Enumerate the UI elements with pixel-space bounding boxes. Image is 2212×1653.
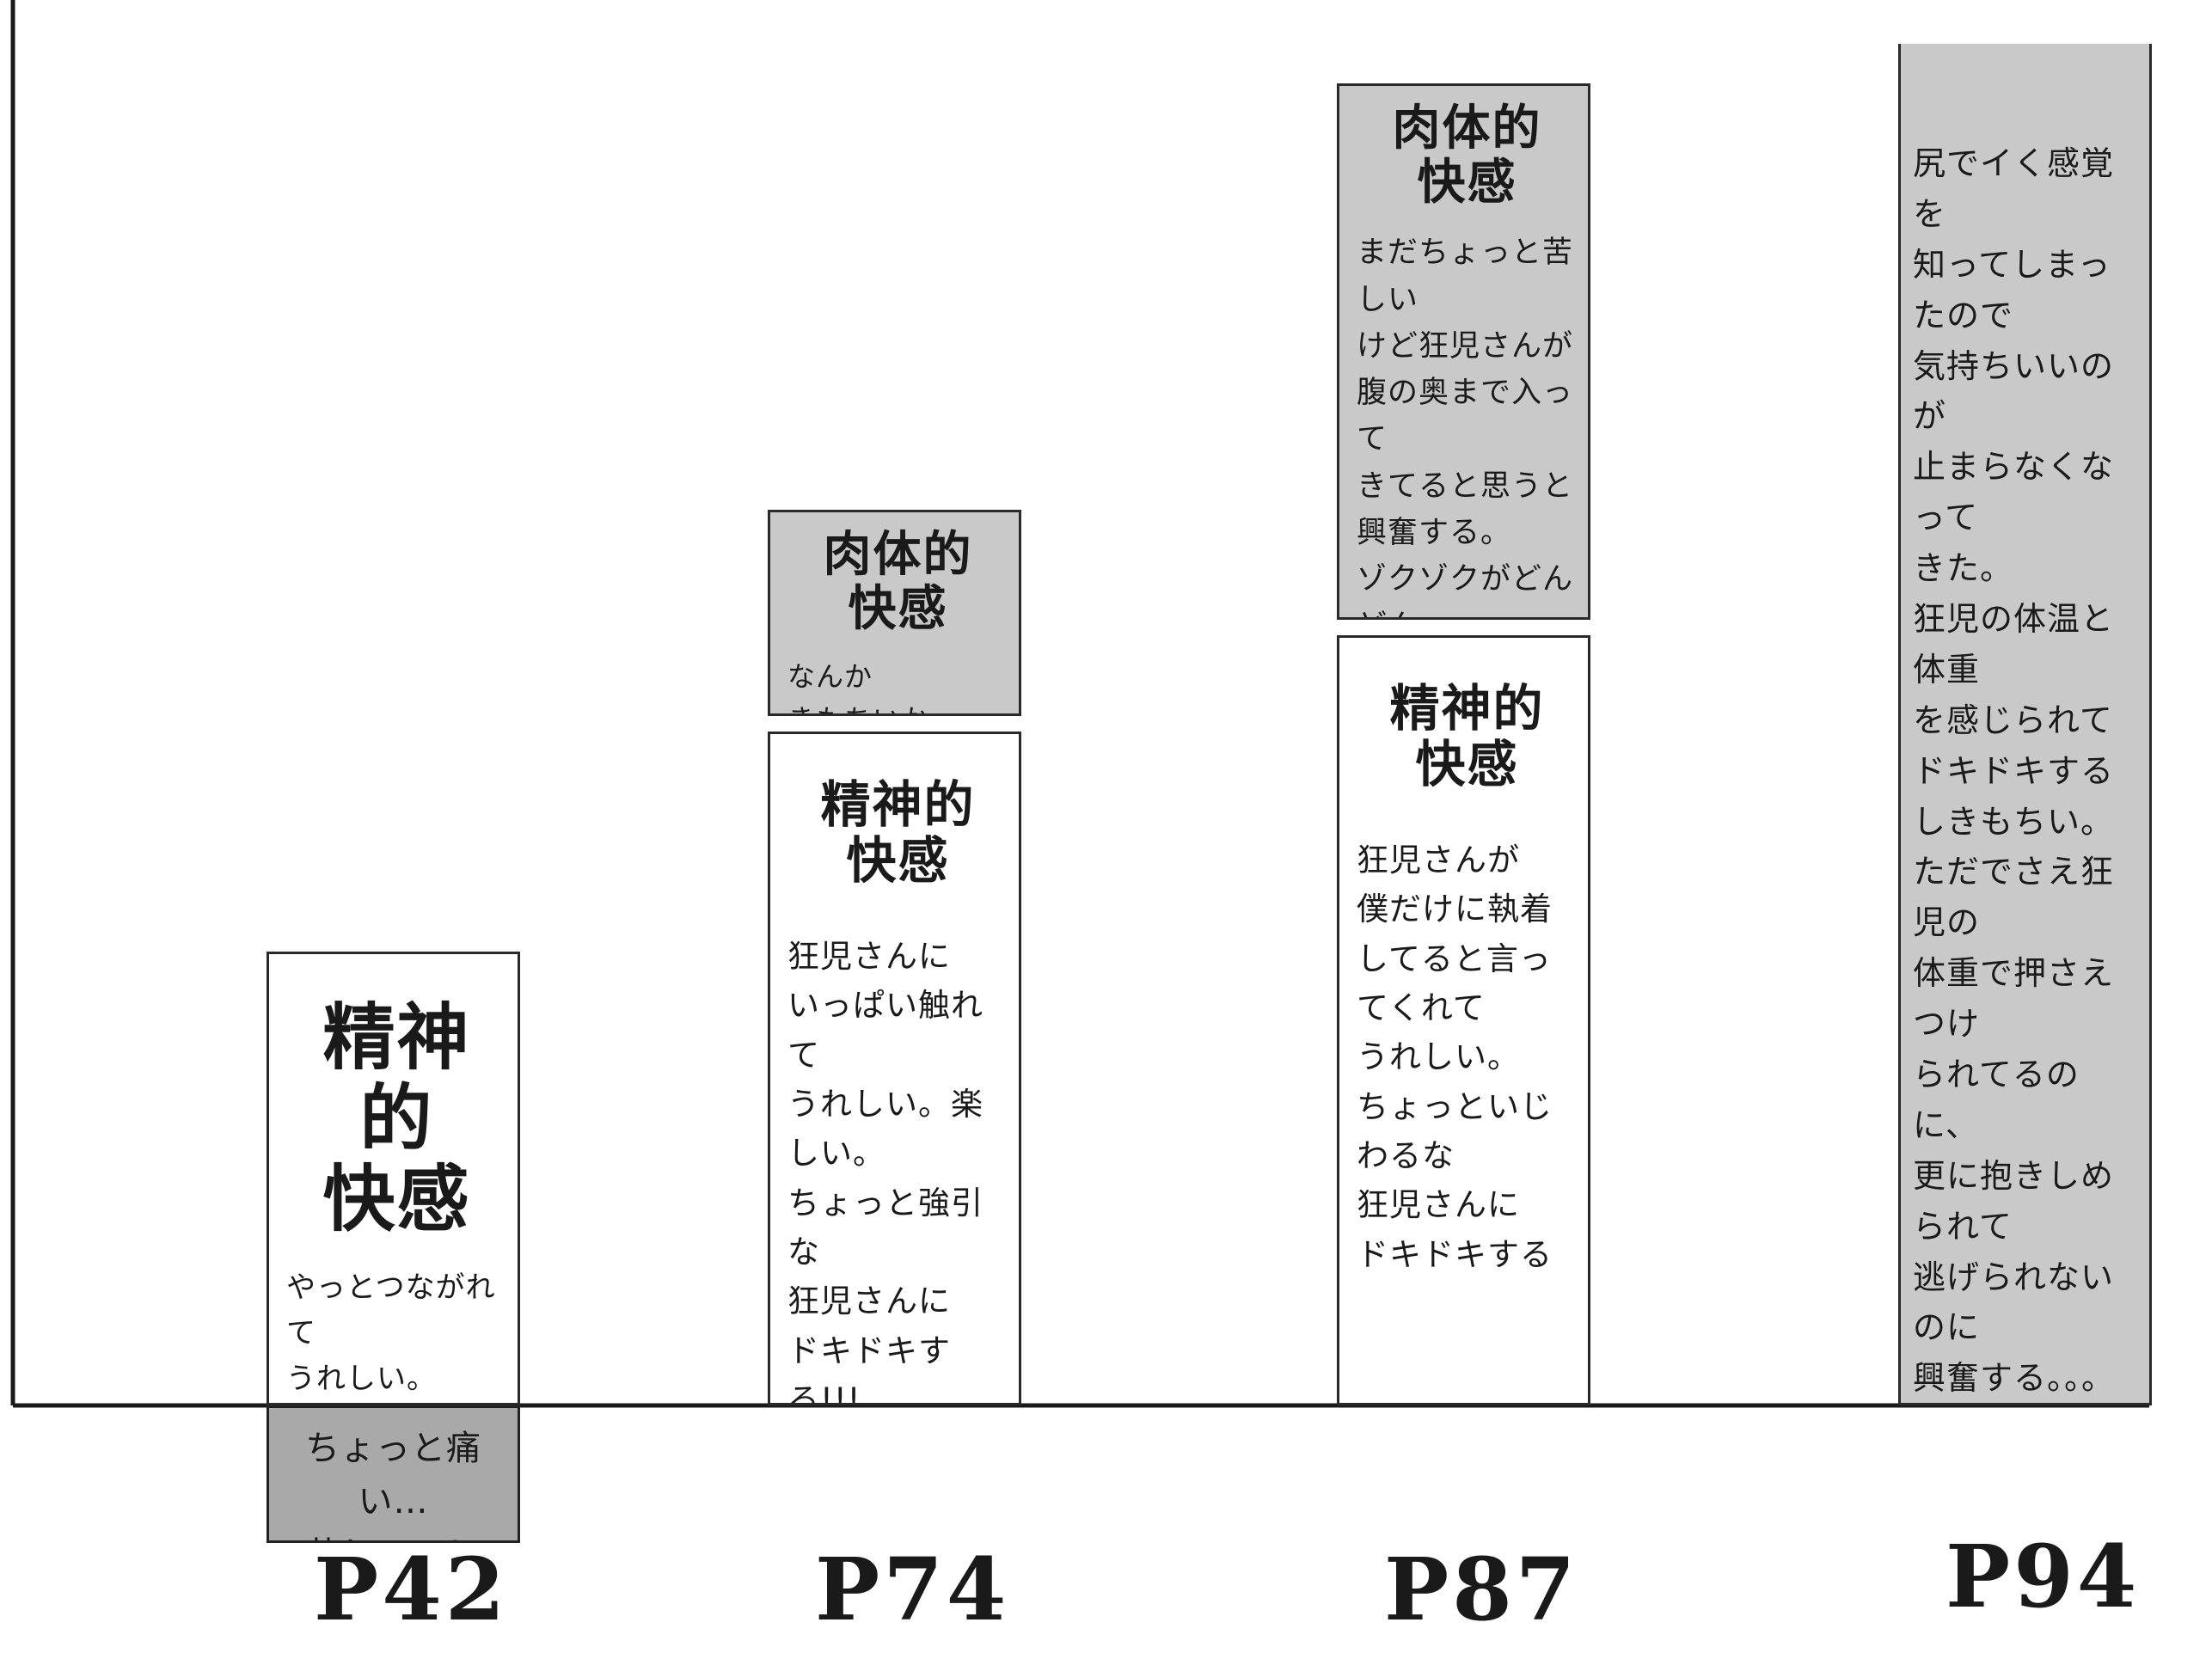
x-tick-label-P74: P74 bbox=[815, 1539, 1010, 1640]
bar-mental-P87: 精神的 快感狂児さんが 僕だけに執着 してると言ってくれて うれしい。 ちょっと… bbox=[1337, 635, 1590, 1405]
bar-physical-title: 肉体的 快感 bbox=[823, 526, 973, 637]
bar-mental-text: 狂児さんに いっぱい触れて うれしい。楽しい。 ちょっと強引な 狂児さんに ドキ… bbox=[787, 937, 983, 1405]
bar-physical-P87: 肉体的 快感まだちょっと苦しい けど狂児さんが 腹の奥まで入って きてると思うと… bbox=[1337, 83, 1590, 620]
x-tick-label-P94: P94 bbox=[1945, 1526, 2141, 1627]
bar-mental-title: 精神的 快感 bbox=[322, 995, 471, 1242]
x-tick-label-P87: P87 bbox=[1384, 1539, 1579, 1640]
bar-physical-title: 肉体的 快感 bbox=[1392, 100, 1542, 211]
bar-physical-text: まだちょっと苦しい けど狂児さんが 腹の奥まで入って きてると思うと 興奮する。… bbox=[1357, 236, 1574, 617]
bar-physical-text: なんか きもちいかも…？ bbox=[787, 660, 928, 713]
bar-negative-text: ちょっと痛い… 苦しい…？ bbox=[305, 1429, 481, 1540]
bar-physical-text: 尻でイく感覚を 知ってしまったので 気持ちいいのが 止まらなくなって きた。 狂… bbox=[1913, 144, 2116, 1398]
bar-mental-title: 精神的 快感 bbox=[820, 775, 976, 890]
bar-mental-P74: 精神的 快感狂児さんに いっぱい触れて うれしい。楽しい。 ちょっと強引な 狂児… bbox=[768, 732, 1021, 1405]
bar-negative-P42: ちょっと痛い… 苦しい…？ bbox=[267, 1405, 520, 1543]
x-tick-label-P42: P42 bbox=[314, 1539, 509, 1640]
bar-mental-title: 精神的 快感 bbox=[1389, 679, 1545, 793]
bar-mental-text: 狂児さんが 僕だけに執着 してると言ってくれて うれしい。 ちょっといじわるな … bbox=[1357, 841, 1553, 1273]
bar-mental-text: やっとつながれて うれしい。 狂児さん必死で かわええなあ… bbox=[286, 1270, 496, 1396]
bar-physical-P94: 尻でイく感覚を 知ってしまったので 気持ちいいのが 止まらなくなって きた。 狂… bbox=[1898, 44, 2152, 1405]
